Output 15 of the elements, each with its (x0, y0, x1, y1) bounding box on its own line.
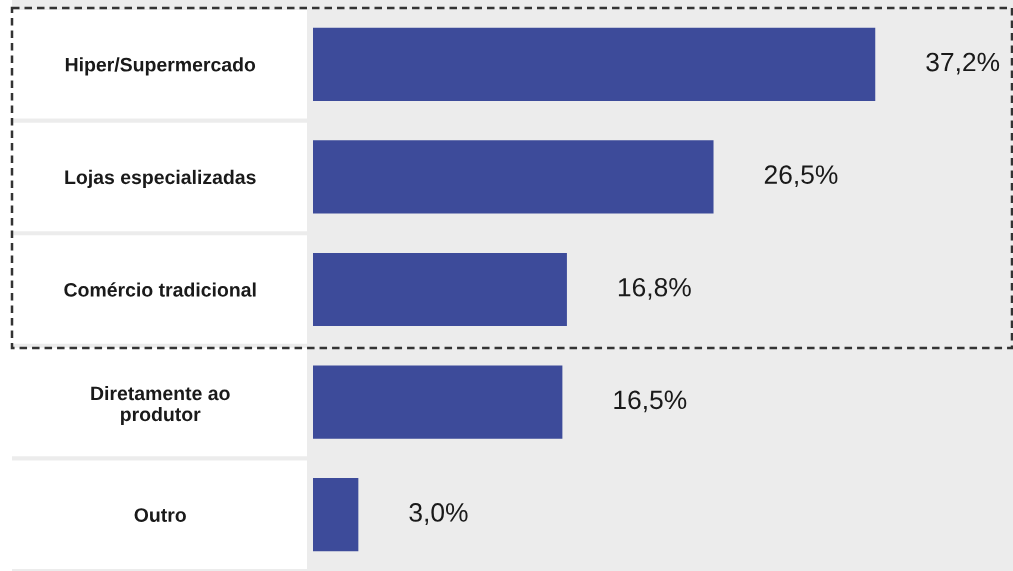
bar (313, 478, 359, 552)
y-tick-label: Comércio tradicional (64, 282, 256, 297)
y-tick-label: Hiper/Supermercado (65, 57, 256, 76)
bar (313, 252, 567, 327)
data-label: 37,2% (926, 52, 1000, 75)
y-tick-label: Lojas especializadas (65, 169, 256, 188)
bar (313, 27, 876, 101)
y-tick-label: Outro (134, 508, 186, 522)
data-label: 16,8% (618, 277, 691, 300)
bar (313, 365, 563, 439)
data-label: 3,0% (409, 503, 468, 525)
data-label: 26,5% (764, 165, 838, 188)
y-tick-label: Diretamente ao produtor (91, 385, 230, 426)
data-label: 16,5% (614, 390, 687, 413)
bar (313, 140, 714, 214)
